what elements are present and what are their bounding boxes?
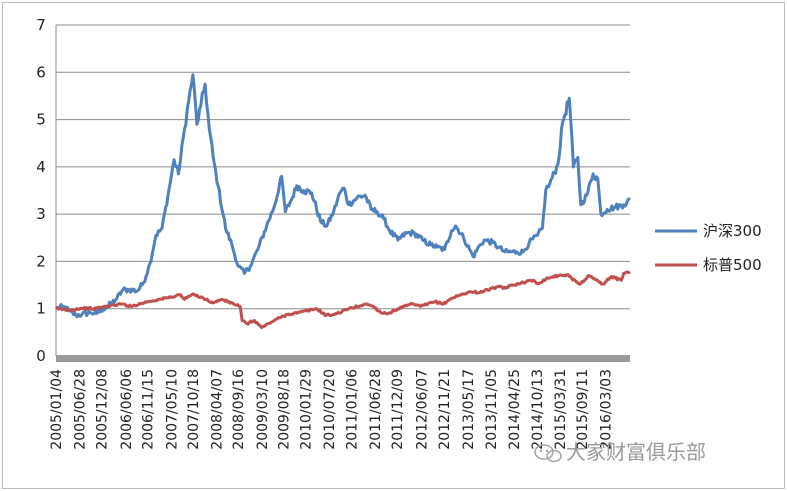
x-tick-label: 2007/10/18 — [186, 369, 202, 450]
x-tick-label: 2005/06/28 — [73, 369, 89, 450]
x-tick-label: 2010/01/29 — [299, 369, 315, 450]
watermark-text: 大家财富俱乐部 — [566, 440, 706, 464]
x-tick-label: 2006/11/15 — [141, 369, 157, 450]
y-tick-label: 4 — [36, 158, 46, 176]
x-tick-label: 2015/03/31 — [553, 369, 569, 450]
x-tick-label: 2012/11/21 — [437, 369, 453, 450]
x-tick-label: 2015/09/11 — [575, 369, 591, 450]
x-tick-label: 2013/11/05 — [484, 369, 500, 450]
x-tick-label: 2006/06/06 — [119, 369, 135, 450]
x-tick-label: 2009/08/18 — [276, 369, 292, 450]
y-tick-label: 3 — [36, 205, 46, 223]
x-tick-label: 2009/03/10 — [255, 369, 271, 450]
legend-label: 标普500 — [703, 256, 762, 274]
floor-band — [56, 355, 630, 362]
y-tick-label: 2 — [36, 252, 46, 270]
y-tick-label: 1 — [36, 300, 46, 318]
y-tick-label: 6 — [36, 63, 46, 81]
y-tick-label: 0 — [36, 347, 46, 365]
x-tick-label: 2012/06/07 — [415, 369, 431, 450]
series-line-sp500 — [55, 270, 631, 330]
y-tick-labels: 0 1 2 3 4 5 6 7 — [36, 16, 46, 365]
x-tick-label: 2005/12/08 — [95, 369, 111, 450]
x-tick-label: 2005/01/04 — [49, 369, 65, 450]
x-tick-label: 2014/10/13 — [530, 369, 546, 450]
watermark-icon — [534, 444, 562, 463]
x-tick-labels: 2005/01/04 2005/06/28 2005/12/08 2006/06/06… — [49, 369, 615, 450]
x-tick-label: 2011/06/28 — [368, 369, 384, 450]
x-tick-label: 2013/05/17 — [461, 369, 477, 450]
series-lines — [54, 73, 631, 330]
x-axis-floor — [56, 355, 630, 362]
legend-label: 沪深300 — [703, 222, 762, 240]
legend: 沪深300 标普500 — [655, 222, 762, 274]
x-tick-label: 2008/04/07 — [209, 369, 225, 450]
x-tick-label: 2008/09/16 — [231, 369, 247, 450]
series-line-hs300 — [54, 73, 631, 319]
x-tick-label: 2016/03/03 — [599, 369, 615, 450]
x-tick-label: 2011/12/09 — [390, 369, 406, 450]
y-tick-label: 5 — [36, 111, 46, 129]
x-tick-label: 2007/05/10 — [164, 369, 180, 450]
x-tick-label: 2010/07/20 — [322, 369, 338, 450]
y-tick-label: 7 — [36, 16, 46, 34]
watermark: 大家财富俱乐部 — [534, 440, 706, 464]
x-tick-label: 2011/01/06 — [345, 369, 361, 450]
x-tick-label: 2014/04/25 — [507, 369, 523, 450]
